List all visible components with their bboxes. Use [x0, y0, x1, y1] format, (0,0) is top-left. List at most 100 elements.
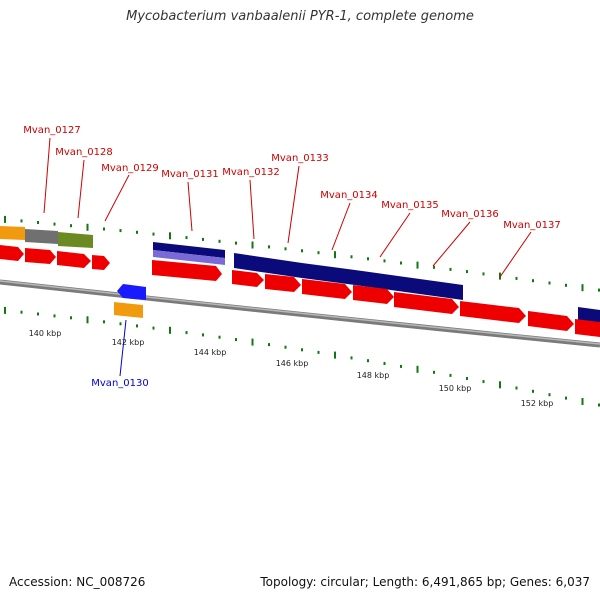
tick-mark	[317, 350, 320, 354]
tick-mark	[400, 364, 402, 368]
cog-block	[398, 276, 463, 300]
gene-label-mvan-0131: Mvan_0131	[161, 169, 218, 180]
gene-label-mvan-0136: Mvan_0136	[441, 209, 498, 220]
cog-block	[25, 229, 58, 244]
tick-mark	[185, 331, 188, 335]
tick-mark	[4, 306, 6, 314]
gene-label-mvan-0133: Mvan_0133	[271, 153, 328, 164]
label-leaders	[43, 137, 532, 377]
gene-label-mvan-0137: Mvan_0137	[503, 220, 560, 231]
tick-mark	[416, 261, 419, 269]
tick-mark	[367, 257, 369, 261]
tick-mark	[86, 316, 89, 324]
tick-mark	[4, 215, 6, 223]
leader-line	[187, 181, 193, 232]
tick-mark	[383, 259, 386, 263]
leader-line	[379, 212, 411, 258]
tick-mark	[251, 338, 254, 346]
tick-mark	[565, 396, 567, 400]
gene-label-mvan-0130: Mvan_0130	[91, 378, 148, 389]
cog-block-reverse	[114, 302, 143, 318]
tick-mark	[400, 261, 402, 265]
tick-mark	[251, 241, 254, 249]
tick-mark	[169, 232, 171, 240]
genome-backbone	[0, 279, 600, 348]
scale-label: 146 kbp	[276, 359, 309, 368]
leader-line	[432, 221, 471, 267]
tick-mark	[466, 270, 468, 274]
tick-mark	[86, 223, 89, 231]
forward-cds-arrow	[353, 285, 394, 304]
tick-mark	[499, 381, 501, 389]
forward-cds-arrow	[528, 311, 574, 331]
leader-line	[331, 202, 351, 251]
tick-mark	[202, 237, 204, 241]
cog-block	[302, 263, 355, 285]
gene-label-mvan-0132: Mvan_0132	[222, 167, 279, 178]
tick-mark	[70, 316, 72, 320]
tick-mark	[218, 335, 221, 339]
tick-mark	[565, 283, 567, 287]
scale-label: 148 kbp	[357, 371, 390, 380]
tick-mark	[548, 393, 551, 397]
scale-label: 152 kbp	[521, 399, 554, 408]
tick-mark	[515, 276, 518, 280]
tick-mark	[103, 320, 105, 324]
tick-mark	[581, 398, 584, 405]
tick-mark	[20, 310, 23, 314]
tick-mark	[284, 345, 287, 349]
gene-label-mvan-0129: Mvan_0129	[101, 163, 158, 174]
reverse-cds-arrow	[117, 284, 146, 300]
tick-mark	[119, 229, 122, 233]
cog-block	[153, 242, 225, 258]
tick-mark	[317, 251, 320, 255]
tick-mark	[350, 255, 353, 259]
tick-mark	[532, 279, 534, 283]
tick-mark	[334, 351, 336, 359]
scale-label: 140 kbp	[29, 329, 62, 338]
tick-mark	[301, 348, 303, 352]
tick-mark	[301, 249, 303, 253]
genome-summary-text: Topology: circular; Length: 6,491,865 bp…	[260, 575, 590, 589]
tick-mark	[383, 362, 386, 365]
backbone-inner	[0, 280, 600, 345]
tick-mark	[20, 219, 23, 223]
tick-mark	[548, 281, 551, 285]
leader-line	[104, 174, 130, 222]
tick-mark	[53, 314, 56, 318]
tick-mark	[598, 403, 600, 407]
forward-cds-arrow	[302, 279, 352, 299]
gene-label-mvan-0127: Mvan_0127	[23, 125, 80, 136]
forward-cds-arrow	[394, 292, 459, 314]
forward-cds-arrow	[25, 248, 56, 264]
cog-block	[268, 258, 302, 278]
leader-line	[287, 165, 300, 244]
tick-mark	[185, 236, 188, 240]
leader-line	[119, 319, 127, 377]
tick-mark	[367, 359, 369, 363]
tick-mark	[152, 232, 155, 236]
tick-mark	[532, 389, 534, 393]
forward-cds-arrow	[232, 270, 264, 287]
tick-mark	[70, 224, 72, 228]
tick-mark	[416, 365, 419, 373]
tick-mark	[433, 265, 435, 269]
tick-mark	[482, 380, 485, 384]
backbone-outer	[0, 279, 600, 348]
tick-mark	[119, 322, 122, 326]
forward-cds-track	[0, 245, 600, 337]
tick-mark	[598, 288, 600, 292]
tick-mark	[218, 239, 221, 243]
forward-cds-arrow	[460, 301, 526, 323]
forward-cds-arrow	[0, 245, 24, 261]
forward-cds-arrow	[575, 319, 600, 337]
tick-mark	[53, 222, 56, 226]
tick-mark	[350, 356, 353, 360]
tick-mark	[466, 377, 468, 380]
tick-mark	[581, 284, 584, 292]
tick-mark	[482, 272, 485, 276]
scale-label: 144 kbp	[194, 348, 227, 357]
tick-mark	[449, 267, 452, 271]
tick-mark	[37, 221, 39, 224]
